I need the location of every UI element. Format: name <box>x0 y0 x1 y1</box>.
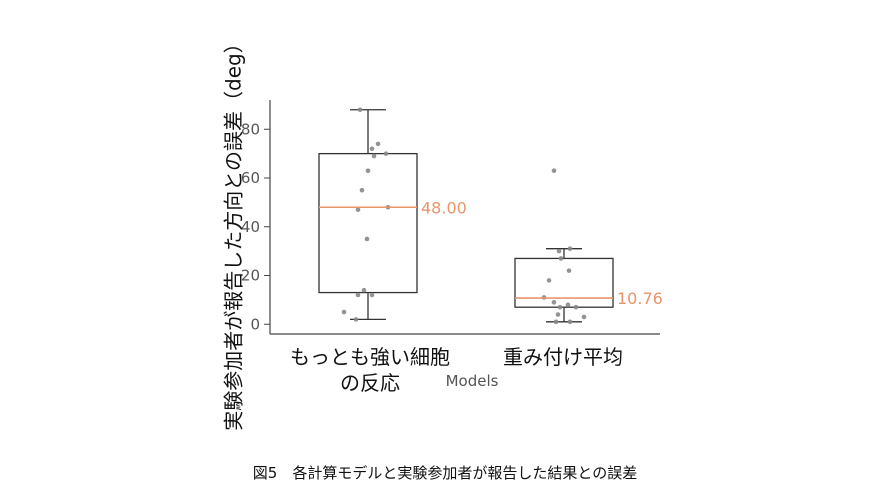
figure-caption: 図5 各計算モデルと実験参加者が報告した結果との誤差 <box>252 464 638 482</box>
data-point <box>546 278 552 283</box>
y-tick-label: 20 <box>241 267 260 285</box>
box-group: 48.00 10.76 <box>318 107 663 325</box>
data-point <box>365 168 371 173</box>
data-point <box>361 287 367 293</box>
x-axis-label: Models <box>445 372 499 390</box>
data-point <box>551 300 557 305</box>
data-point <box>566 268 572 273</box>
data-point <box>581 314 587 320</box>
median-label: 48.00 <box>421 198 467 217</box>
data-point <box>567 246 573 251</box>
box-iqr <box>318 152 418 294</box>
axes: 0 20 40 60 80 <box>241 100 660 335</box>
category-label-strongest-cell: もっとも強い細胞 の反応 <box>270 344 470 396</box>
box-2: 10.76 <box>514 168 663 325</box>
data-point <box>383 151 389 156</box>
data-point <box>359 187 365 193</box>
data-point <box>553 319 559 325</box>
data-point <box>355 292 361 298</box>
data-point <box>573 304 579 310</box>
data-point <box>567 319 573 325</box>
box-iqr <box>514 257 614 308</box>
y-axis-label: 実験参加者が報告した方向との誤差（deg） <box>221 33 246 431</box>
data-point <box>357 107 363 113</box>
y-tick-label: 0 <box>250 315 260 333</box>
data-point <box>558 256 564 261</box>
data-point <box>364 236 370 242</box>
data-point <box>555 312 561 317</box>
data-point <box>371 153 377 159</box>
data-point <box>341 309 347 315</box>
category-label-weighted-average: 重み付け平均 <box>488 344 638 370</box>
category-label-line: の反応 <box>340 371 400 395</box>
data-point <box>375 141 381 147</box>
y-tick-label: 60 <box>241 169 260 187</box>
data-point <box>353 317 359 322</box>
median-label: 10.76 <box>617 289 663 308</box>
y-tick-label: 40 <box>241 218 260 236</box>
y-tick-label: 80 <box>241 120 260 138</box>
data-point <box>355 207 361 212</box>
category-label-line: 重み付け平均 <box>503 345 623 369</box>
data-point <box>556 248 562 254</box>
data-point <box>557 304 563 310</box>
data-point <box>565 302 571 308</box>
data-point <box>551 168 557 173</box>
data-point <box>369 146 375 152</box>
category-label-line: もっとも強い細胞 <box>290 345 450 369</box>
data-point <box>369 292 375 298</box>
box-1: 48.00 <box>318 107 467 322</box>
